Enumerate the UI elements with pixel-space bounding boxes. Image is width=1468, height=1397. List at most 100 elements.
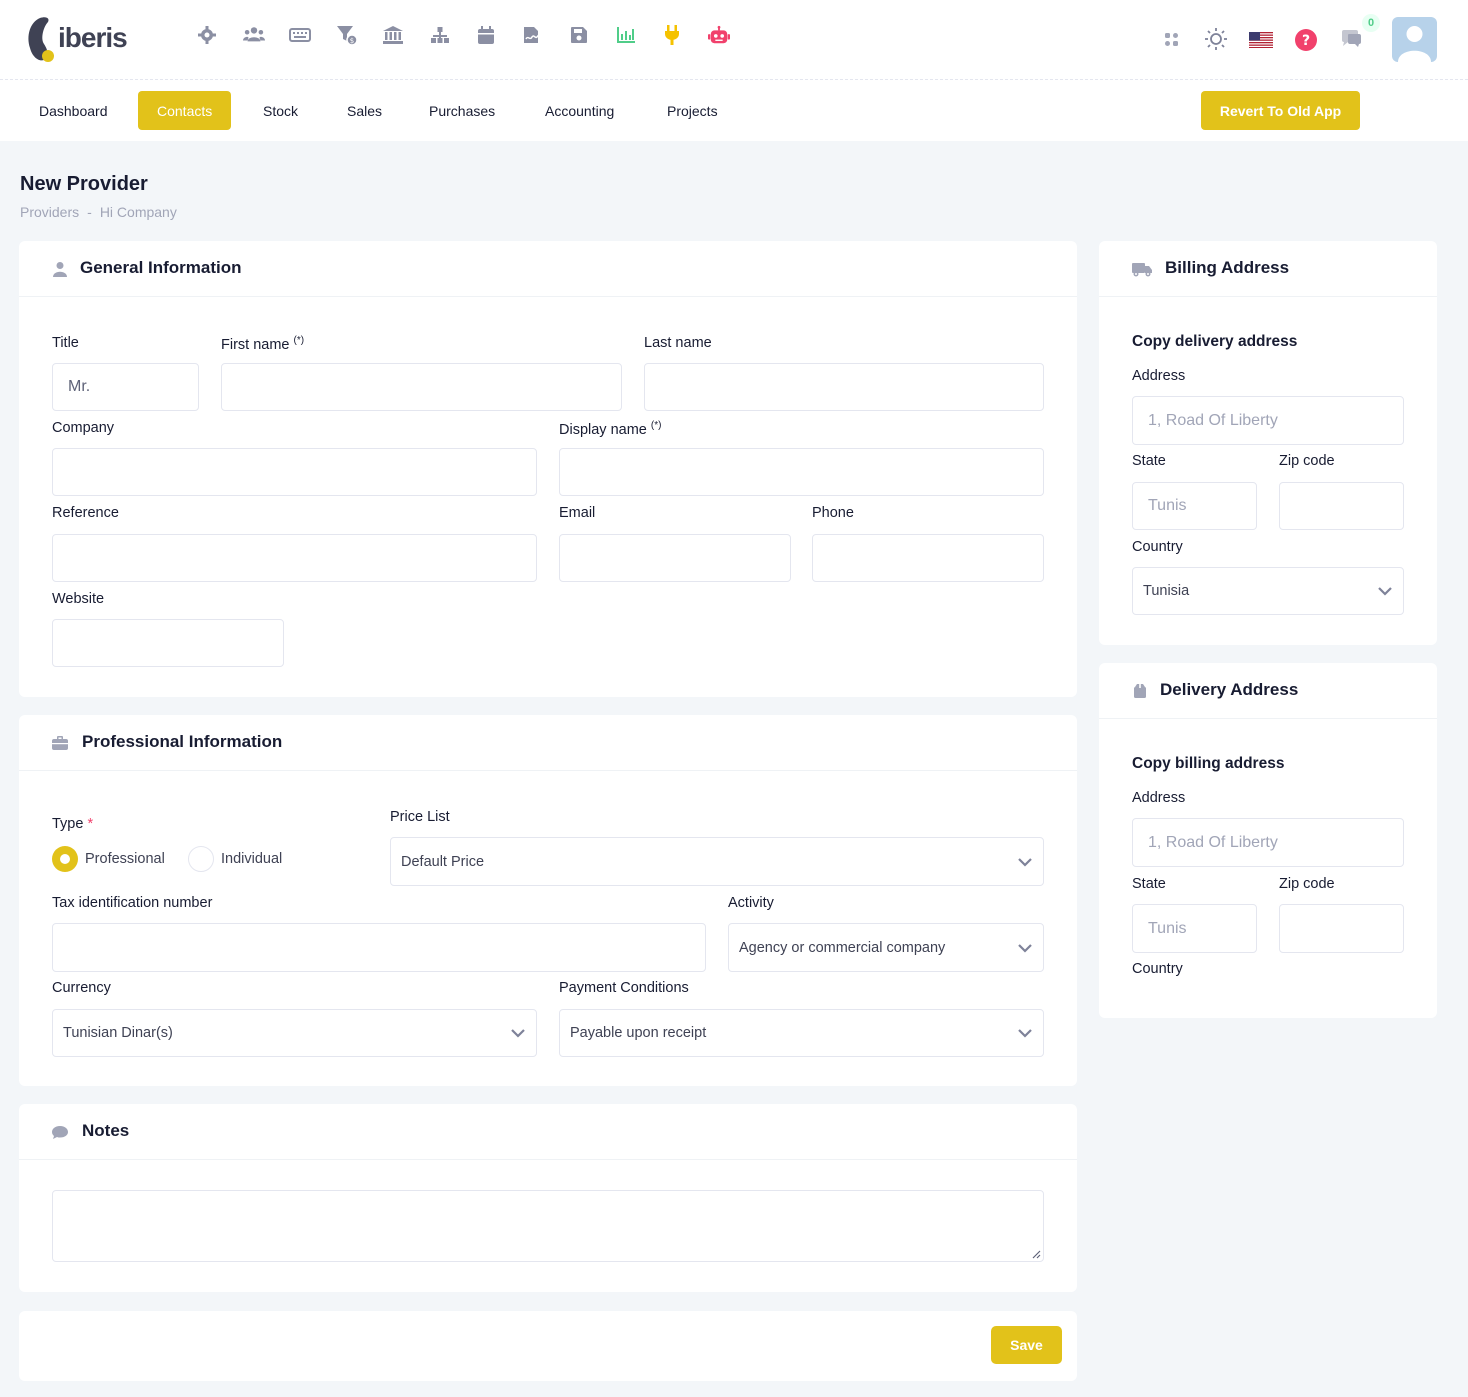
signature-icon[interactable] [522, 24, 544, 46]
users-icon[interactable] [242, 24, 265, 46]
brand-name: iberis [58, 22, 128, 53]
revert-to-old-app-button[interactable]: Revert To Old App [1201, 91, 1360, 130]
required-marker: (*) [293, 335, 305, 346]
comment-icon [51, 1123, 69, 1141]
card-title: Billing Address [1165, 258, 1290, 277]
apps-icon[interactable] [1160, 28, 1184, 52]
type-label: Type * [52, 816, 93, 832]
card-header: Billing Address [1099, 241, 1437, 297]
website-input[interactable] [52, 619, 284, 667]
chart-icon[interactable] [615, 24, 637, 46]
resize-handle-icon[interactable] [1031, 1249, 1041, 1259]
nav-item-sales[interactable]: Sales [347, 102, 383, 119]
price-list-select[interactable]: Default Price [390, 837, 1044, 886]
company-input[interactable] [52, 448, 537, 496]
save-button[interactable]: Save [991, 1326, 1062, 1364]
filter-money-icon[interactable]: $ [336, 24, 358, 46]
help-icon[interactable]: ? [1294, 28, 1318, 52]
theme-sun-icon[interactable] [1204, 27, 1228, 51]
plug-icon[interactable] [661, 24, 683, 46]
email-input[interactable] [559, 534, 791, 582]
website-label: Website [52, 591, 105, 607]
tax-id-input[interactable] [52, 923, 706, 972]
nav-item-purchases[interactable]: Purchases [429, 102, 496, 119]
currency-value: Tunisian Dinar(s) [63, 1025, 173, 1041]
save-icon[interactable] [568, 24, 590, 46]
billing-state-input[interactable] [1132, 482, 1257, 530]
copy-billing-address-link[interactable]: Copy billing address [1132, 755, 1285, 772]
type-individual-radio[interactable] [188, 846, 214, 872]
general-information-card: General Information Title First name (*)… [19, 241, 1077, 697]
delivery-state-label: State [1132, 876, 1166, 892]
type-professional-radio[interactable] [52, 846, 78, 872]
main-nav: Dashboard Contacts Stock Sales Purchases… [0, 80, 1468, 141]
us-flag-icon[interactable] [1249, 28, 1273, 52]
company-label: Company [52, 420, 115, 436]
sitemap-icon[interactable] [429, 24, 451, 46]
delivery-state-input[interactable] [1132, 904, 1257, 953]
chevron-down-icon [1378, 587, 1392, 596]
copy-delivery-address-link[interactable]: Copy delivery address [1132, 333, 1298, 350]
delivery-address-input[interactable] [1132, 818, 1404, 867]
email-label: Email [559, 505, 596, 521]
billing-country-label: Country [1132, 539, 1183, 555]
reference-input[interactable] [52, 534, 537, 582]
billing-state-label: State [1132, 453, 1166, 469]
card-header: General Information [19, 241, 1077, 297]
required-asterisk: * [87, 816, 94, 832]
display-name-input[interactable] [559, 448, 1044, 496]
activity-select[interactable]: Agency or commercial company [728, 923, 1044, 972]
delivery-zip-label: Zip code [1279, 876, 1335, 892]
first-name-label-text: First name [221, 336, 290, 353]
payment-conditions-select[interactable]: Payable upon receipt [559, 1009, 1044, 1057]
display-name-label-text: Display name [559, 421, 647, 438]
card-header: Notes [19, 1104, 1077, 1160]
bank-icon[interactable] [382, 24, 404, 46]
reference-label: Reference [52, 505, 119, 521]
notes-textarea[interactable] [52, 1190, 1044, 1262]
tax-id-label: Tax identification number [52, 895, 213, 911]
first-name-input[interactable] [221, 363, 622, 411]
billing-country-select[interactable]: Tunisia [1132, 567, 1404, 615]
delivery-address-card: Delivery Address Copy billing address Ad… [1099, 663, 1437, 1018]
logo-mark-icon [28, 17, 54, 62]
nav-item-stock[interactable]: Stock [263, 102, 299, 119]
breadcrumb-company: Hi Company [99, 204, 177, 220]
phone-input[interactable] [812, 534, 1044, 582]
title-input[interactable] [52, 363, 199, 411]
keyboard-icon[interactable] [289, 24, 311, 46]
brand-logo[interactable]: iberis [26, 16, 128, 64]
required-marker: (*) [650, 420, 662, 431]
first-name-label: First name (*) [221, 335, 304, 353]
activity-value: Agency or commercial company [739, 939, 946, 956]
currency-select[interactable]: Tunisian Dinar(s) [52, 1009, 537, 1057]
price-list-label: Price List [390, 809, 450, 825]
page-title: New Provider [20, 173, 148, 195]
card-title: General Information [80, 258, 242, 277]
user-avatar[interactable] [1392, 17, 1437, 62]
nav-item-contacts[interactable]: Contacts [138, 91, 232, 130]
robot-icon[interactable] [707, 24, 730, 46]
nav-item-projects[interactable]: Projects [667, 102, 718, 119]
price-list-value: Default Price [401, 853, 485, 870]
delivery-zip-input[interactable] [1279, 904, 1404, 953]
billing-zip-input[interactable] [1279, 482, 1404, 530]
svg-text:$: $ [349, 37, 353, 45]
breadcrumb-providers[interactable]: Providers [20, 204, 80, 220]
billing-address-card: Billing Address Copy delivery address Ad… [1099, 241, 1437, 645]
nav-item-dashboard[interactable]: Dashboard [39, 102, 108, 119]
type-individual-label[interactable]: Individual [221, 851, 283, 867]
chevron-down-icon [1018, 1029, 1032, 1038]
activity-label: Activity [728, 895, 774, 911]
nav-item-accounting[interactable]: Accounting [545, 102, 615, 119]
chevron-down-icon [1018, 857, 1032, 867]
gear-icon[interactable] [196, 24, 218, 46]
billing-address-input[interactable] [1132, 396, 1404, 445]
type-label-text: Type [52, 816, 84, 832]
type-professional-label[interactable]: Professional [85, 851, 165, 867]
billing-address-label: Address [1132, 368, 1186, 384]
last-name-input[interactable] [644, 363, 1044, 411]
calendar-icon[interactable] [475, 24, 497, 46]
chat-icon[interactable] [1339, 27, 1363, 51]
currency-label: Currency [52, 980, 111, 996]
